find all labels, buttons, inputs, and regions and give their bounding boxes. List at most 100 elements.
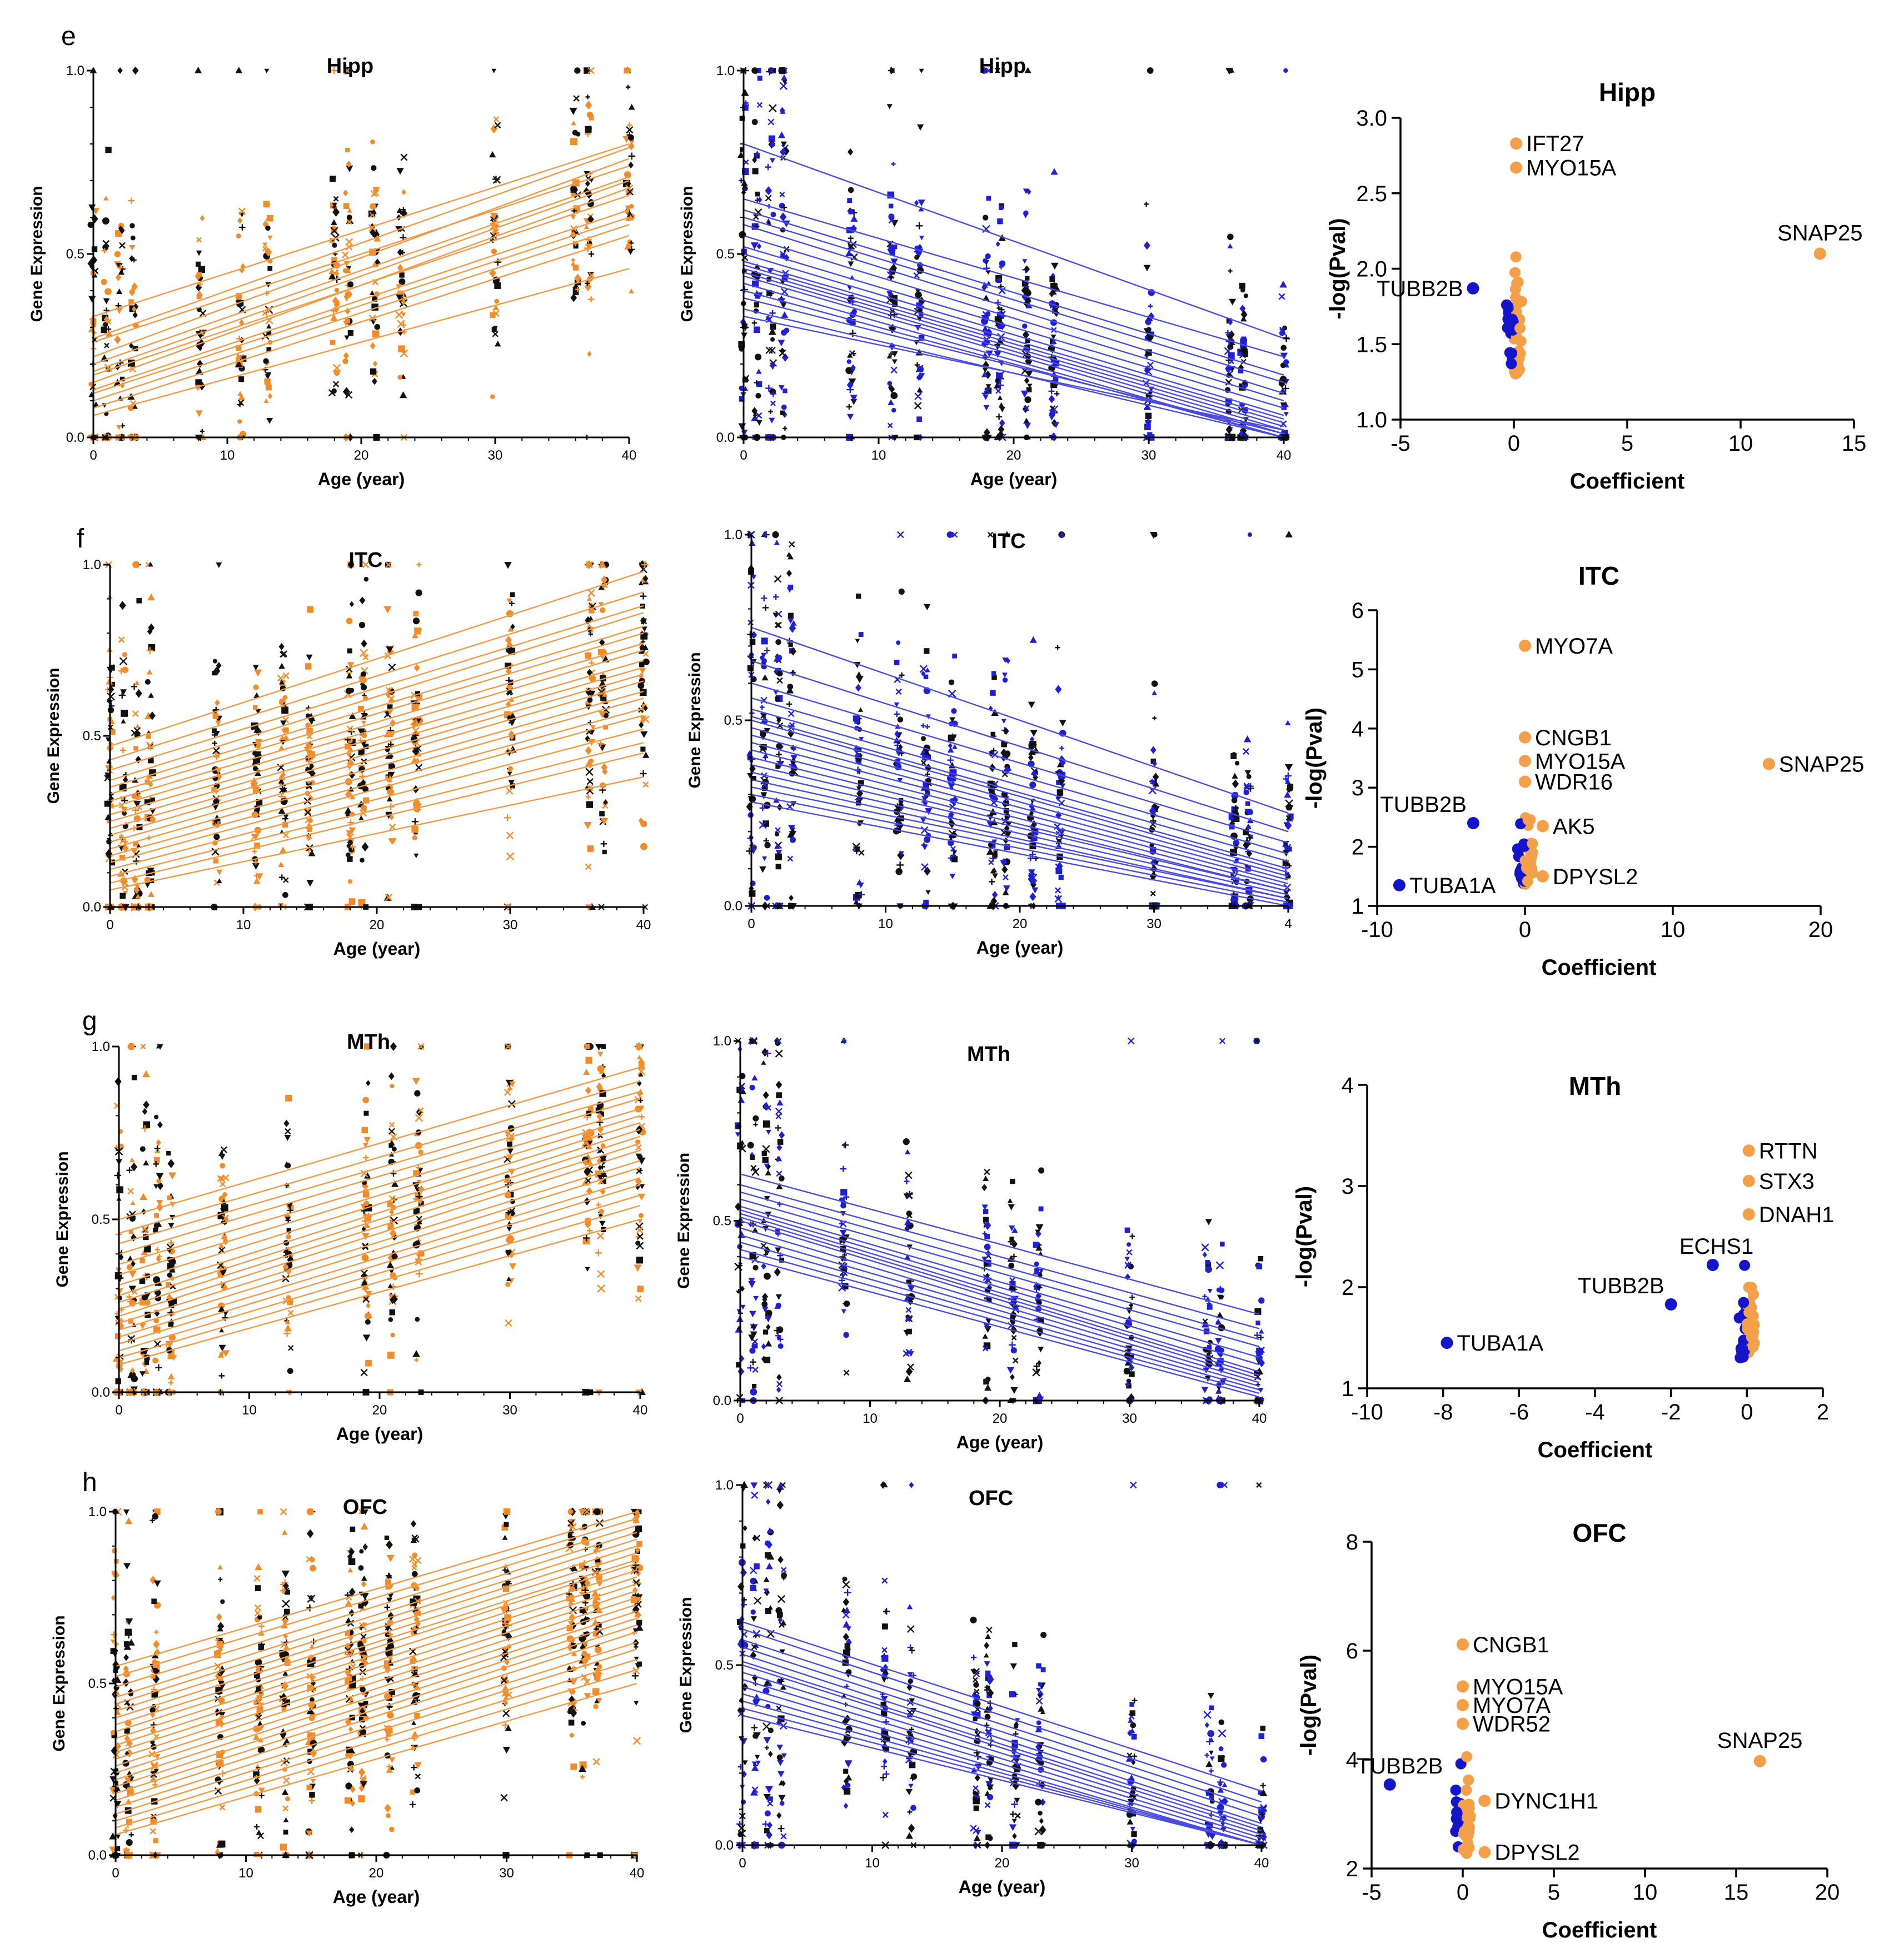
chart-title: Hipp <box>327 54 373 78</box>
scatter-point <box>196 294 202 300</box>
scatter-point <box>999 419 1005 427</box>
scatter-point <box>505 1131 511 1137</box>
scatter-point <box>762 1296 767 1303</box>
scatter-point <box>307 1685 313 1691</box>
scatter-point <box>760 734 766 741</box>
scatter-point <box>388 1688 395 1696</box>
scatter-point <box>842 1142 849 1149</box>
y-tick-label: 1.0 <box>716 63 735 78</box>
scatter-point <box>101 326 107 333</box>
x-tick-label: 10 <box>863 1411 878 1426</box>
scatter-point <box>1202 1294 1208 1299</box>
scatter-point <box>129 1215 136 1222</box>
scatter-point <box>1254 1332 1260 1339</box>
regression-line <box>109 673 644 829</box>
scatter-point <box>1240 346 1247 354</box>
scatter-point <box>389 1122 395 1128</box>
scatter-point <box>1010 1285 1016 1291</box>
scatter-point <box>1055 868 1063 875</box>
scatter-point <box>774 540 780 545</box>
scatter-point <box>769 417 775 424</box>
scatter-point <box>852 843 860 851</box>
scatter-point <box>122 666 129 674</box>
scatter-point <box>494 122 501 129</box>
scatter-point <box>262 220 268 228</box>
scatter-point <box>118 225 123 232</box>
x-tick-label: 0 <box>747 916 755 931</box>
scatter-point <box>136 597 142 604</box>
scatter-point <box>1148 303 1153 308</box>
scatter-point <box>628 161 634 169</box>
scatter-point <box>1280 352 1288 360</box>
scatter-point <box>916 375 921 381</box>
scatter-point <box>627 249 634 255</box>
scatter-point <box>374 323 381 330</box>
scatter-point <box>415 1773 421 1780</box>
scatter-point <box>346 160 352 168</box>
scatter-point <box>951 531 958 538</box>
scatter-point <box>109 665 115 671</box>
scatter-point <box>597 1065 605 1073</box>
chart-title: MTh <box>967 1043 1010 1066</box>
scatter-point <box>413 664 420 672</box>
scatter-point <box>915 291 922 298</box>
scatter-point <box>219 1175 225 1182</box>
regression-line <box>743 261 1284 420</box>
scatter-point <box>345 391 353 399</box>
scatter-point <box>362 1285 368 1292</box>
scatter-point <box>1278 379 1285 386</box>
scatter-point <box>1154 860 1160 866</box>
scatter-point <box>1008 1204 1015 1210</box>
scatter-point <box>764 1272 771 1280</box>
scatter-point <box>761 1343 766 1350</box>
scatter-point <box>768 327 776 335</box>
scatter-point <box>749 639 756 645</box>
scatter-point <box>132 404 138 409</box>
scatter-point <box>1219 1038 1225 1044</box>
scatter-point <box>781 311 789 318</box>
regression-line <box>751 756 1289 892</box>
scatter-point <box>305 663 312 670</box>
scatter-point <box>600 1178 606 1184</box>
scatter-point <box>218 1305 226 1312</box>
scatter-point <box>779 192 785 198</box>
scatter-point <box>634 1264 642 1272</box>
y-tick-label: 0.5 <box>66 247 84 262</box>
scatter-point <box>1028 754 1034 761</box>
scatter-point <box>156 1139 161 1147</box>
scatter-point <box>853 848 860 855</box>
scatter-point <box>853 715 859 722</box>
scatter-point <box>285 1796 290 1802</box>
scatter-point <box>1002 657 1009 664</box>
scatter-point <box>738 423 746 431</box>
scatter-point <box>892 244 898 250</box>
scatter-point <box>741 88 749 96</box>
scatter-point <box>102 248 108 253</box>
scatter-point <box>739 116 745 121</box>
scatter-point <box>149 1707 156 1713</box>
scatter-point <box>418 1250 425 1257</box>
scatter-point <box>390 1042 397 1051</box>
scatter-point <box>894 730 900 738</box>
scatter-point <box>283 1264 288 1270</box>
scatter-point <box>1059 720 1066 727</box>
scatter-point <box>635 1295 642 1302</box>
scatter-point <box>282 891 288 898</box>
scatter-point <box>914 255 920 260</box>
scatter-point <box>776 717 781 724</box>
y-tick-label: 0.5 <box>92 1212 110 1227</box>
scatter-point <box>765 186 772 196</box>
scatter-point <box>1050 168 1058 175</box>
x-tick-label: 20 <box>372 1403 387 1418</box>
scatter-point <box>386 646 393 654</box>
regression-line <box>751 764 1289 892</box>
scatter-point <box>153 1648 161 1657</box>
scatter-point <box>132 346 138 352</box>
scatter-point <box>572 186 579 194</box>
x-axis-label: Age (year) <box>970 469 1058 489</box>
scatter-point <box>737 151 745 158</box>
scatter-point <box>588 631 594 637</box>
scatter-point <box>624 67 630 74</box>
scatter-point <box>365 1291 372 1298</box>
